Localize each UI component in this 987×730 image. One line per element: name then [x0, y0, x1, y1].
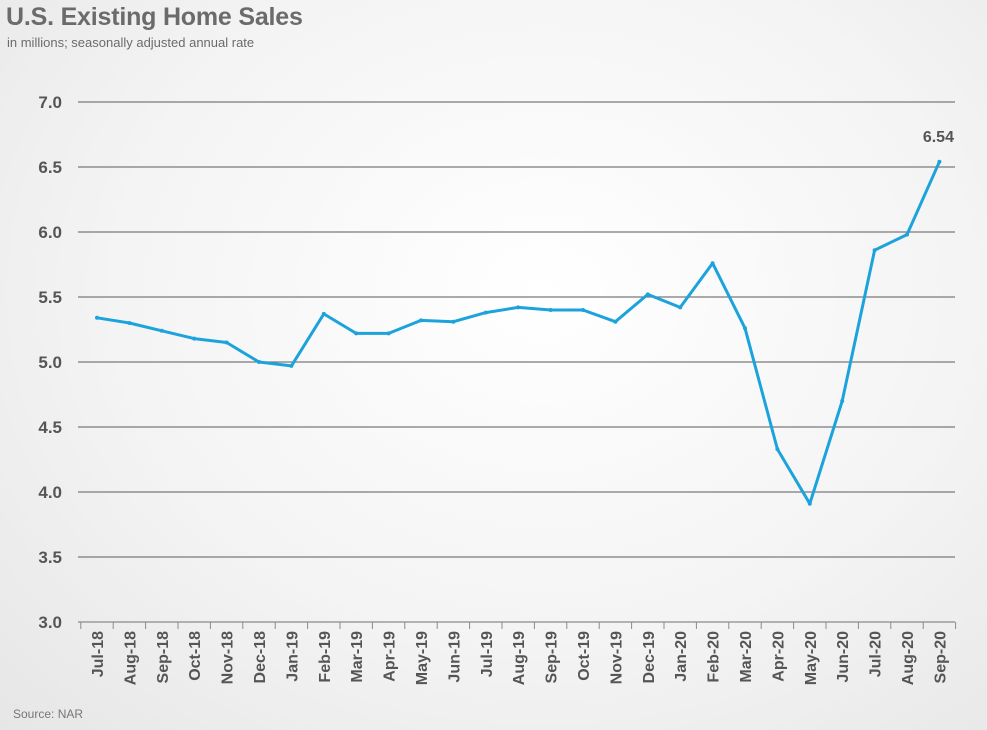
data-point: [840, 399, 845, 403]
data-point: [257, 360, 261, 364]
x-tick-label: Jun-20: [835, 631, 852, 683]
chart-subtitle: in millions; seasonally adjusted annual …: [7, 35, 255, 50]
data-point: [905, 232, 909, 237]
x-tick-label: Dec-18: [252, 631, 269, 684]
data-point: [289, 363, 294, 368]
data-point: [775, 447, 780, 452]
x-tick-label: Jan-19: [284, 631, 301, 682]
series-layer: [95, 159, 942, 506]
data-label: 6.54: [923, 129, 954, 146]
x-tick-label: Feb-19: [317, 631, 334, 683]
data-point: [581, 308, 585, 312]
y-tick-label: 4.5: [38, 418, 62, 437]
x-tick-label: Aug-20: [900, 631, 917, 685]
data-point: [321, 311, 326, 316]
data-point: [127, 321, 132, 325]
y-tick-label: 5.0: [38, 353, 62, 372]
data-point: [354, 331, 359, 336]
data-point: [224, 340, 229, 345]
y-tick-label: 4.0: [38, 483, 62, 502]
x-tick-label: May-19: [414, 631, 431, 685]
y-tick-label: 6.0: [38, 223, 62, 242]
data-point: [678, 305, 683, 310]
x-tick-label: Apr-20: [770, 631, 787, 682]
x-tick-label: Sep-18: [155, 631, 172, 684]
x-tick-label: Mar-20: [738, 631, 755, 683]
x-tick-label: Aug-19: [511, 631, 528, 685]
data-point: [645, 292, 650, 297]
y-tick-label: 6.5: [38, 158, 62, 177]
data-point: [743, 326, 747, 331]
x-tick-label: May-20: [803, 631, 820, 685]
data-point: [807, 501, 812, 506]
x-axis: Jul-18 Aug-18 Sep-18 Oct-18 Nov-18 Dec-18 Jan-…: [80, 622, 957, 685]
x-tick-label: Oct-19: [576, 631, 593, 681]
x-tick-label: Mar-19: [349, 631, 366, 683]
y-tick-label: 3.5: [38, 548, 62, 567]
chart-title: U.S. Existing Home Sales: [6, 3, 303, 31]
data-point: [386, 331, 391, 336]
y-axis: 3.0 3.5 4.0 4.5 5.0 5.5 6.0 6.5 7.0: [38, 93, 62, 632]
x-tick-label: Jul-18: [90, 631, 107, 677]
x-tick-label: Nov-18: [220, 631, 237, 684]
data-point: [613, 319, 618, 324]
data-point: [95, 315, 99, 320]
data-point: [419, 318, 423, 323]
data-point: [872, 248, 877, 253]
x-tick-label: Aug-18: [122, 631, 139, 685]
x-tick-label: Sep-20: [932, 631, 949, 684]
y-tick-label: 5.5: [38, 288, 62, 307]
data-point: [192, 336, 197, 341]
x-tick-label: Oct-18: [187, 631, 204, 681]
series-line: [95, 160, 941, 506]
data-point: [710, 261, 715, 266]
x-tick-label: Jan-20: [673, 631, 690, 682]
x-tick-label: Nov-19: [608, 631, 625, 684]
data-point: [937, 159, 942, 164]
data-point: [516, 305, 521, 310]
x-tick-label: Apr-19: [382, 631, 399, 682]
data-point: [483, 310, 488, 315]
y-tick-label: 3.0: [38, 613, 62, 632]
x-tick-label: Sep-19: [544, 631, 561, 684]
data-point: [451, 319, 456, 324]
data-point: [548, 308, 553, 312]
y-tick-label: 7.0: [38, 93, 62, 112]
x-tick-label: Feb-20: [706, 631, 723, 683]
gridlines: [78, 101, 955, 623]
x-tick-label: Dec-19: [641, 631, 658, 684]
x-tick-label: Jun-19: [446, 631, 463, 683]
x-tick-label: Jul-20: [868, 631, 885, 677]
data-point: [159, 328, 164, 333]
source-note: Source: NAR: [13, 707, 84, 721]
x-tick-label: Jul-19: [479, 631, 496, 677]
data-labels: 6.54: [923, 129, 954, 146]
